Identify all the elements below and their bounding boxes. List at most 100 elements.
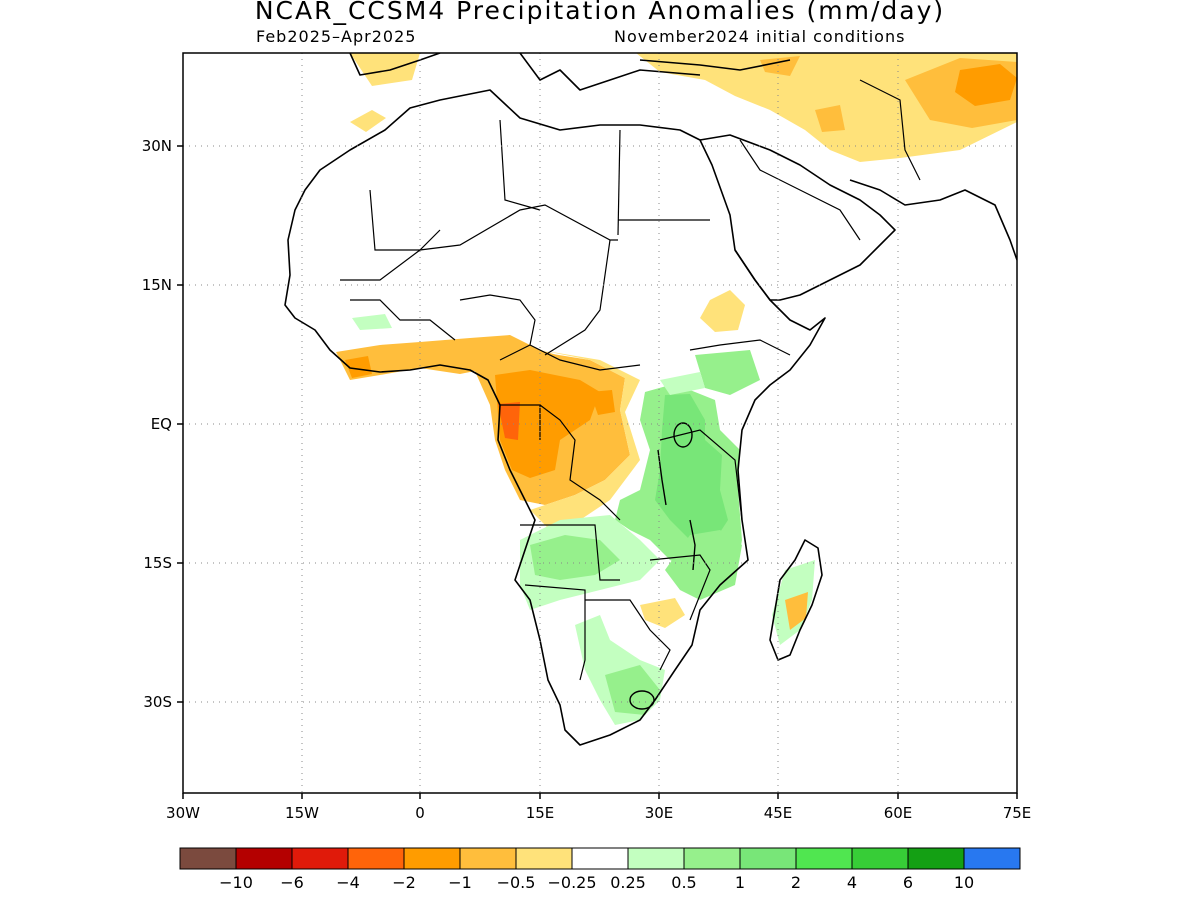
colorbar-label-p05: 0.5: [671, 873, 696, 892]
lon-label-30w: 30W: [166, 804, 200, 822]
anomaly-turkey-dry: [760, 56, 800, 76]
anomaly-ethiopia-wet: [695, 350, 760, 395]
anomaly-ethiopia-dry: [700, 290, 745, 332]
colorbar-label-m1: −1: [448, 873, 472, 892]
colorbar-swatch: [851, 847, 909, 870]
border-chad-sudan: [544, 239, 611, 356]
arabia-coastline: [699, 134, 896, 301]
map-title: NCAR_CCSM4 Precipitation Anomalies (mm/d…: [254, 0, 946, 25]
anomaly-westafrica-dry: [336, 335, 560, 380]
colorbar-label-m10: −10: [219, 873, 253, 892]
lat-label-15s: 15S: [143, 554, 172, 572]
lon-label-60e: 60E: [884, 804, 913, 822]
colorbar-label-m025: −0.25: [547, 873, 596, 892]
colorbar-label-p6: 6: [903, 873, 913, 892]
colorbar-label-m4: −4: [336, 873, 360, 892]
anomaly-southafrica-wetter: [605, 665, 660, 715]
lon-label-30e: 30E: [645, 804, 674, 822]
colorbar-label-m2: −2: [392, 873, 416, 892]
border-ethiopia: [689, 339, 791, 356]
border-saudi: [739, 139, 861, 241]
country-borders: [340, 79, 921, 681]
colorbar-label-m6: −6: [280, 873, 304, 892]
lake-victoria: [673, 422, 693, 448]
border-namibia: [524, 584, 586, 681]
colorbar-swatch: [907, 847, 965, 870]
colorbar-swatch: [627, 847, 685, 870]
anomaly-iraq-dry: [815, 105, 845, 132]
colorbar-swatch: [459, 847, 517, 870]
colorbar-swatch: [739, 847, 797, 870]
anomaly-mediterranean-dry: [350, 53, 420, 86]
colorbar-swatch: [347, 847, 405, 870]
anomaly-central-outer-dry: [530, 350, 640, 530]
anomaly-eastafrica-wetter: [655, 394, 728, 540]
colorbar-swatch: [291, 847, 349, 870]
lesotho: [629, 690, 655, 710]
graticule: [183, 53, 1017, 793]
colorbar-swatch: [963, 847, 1021, 870]
colorbar-label-p025: 0.25: [610, 873, 646, 892]
initial-conditions: November2024 initial conditions: [614, 27, 906, 46]
lake-tanganyika: [657, 449, 667, 506]
lon-label-75e: 75E: [1003, 804, 1032, 822]
europe-coast: [349, 53, 441, 76]
anomaly-iran-drier: [955, 64, 1017, 106]
colorbar-labels: −10 −6 −4 −2 −1 −0.5 −0.25 0.25 0.5 1 2 …: [219, 873, 974, 892]
italy-greece-coast: [519, 53, 701, 91]
lat-label-eq: EQ: [151, 415, 172, 433]
colorbar-label-p4: 4: [847, 873, 857, 892]
anomaly-botswana-dry: [640, 598, 685, 628]
lat-label-30n: 30N: [142, 137, 172, 155]
border-algeria-libya: [499, 119, 541, 211]
border-congo: [500, 404, 541, 440]
anomaly-liberia-drier: [345, 356, 372, 378]
border-angola-zambia: [520, 524, 620, 581]
africa-coastline: [284, 89, 826, 746]
border-libya-egypt: [617, 129, 621, 236]
colorbar-swatch: [515, 847, 573, 870]
lakes: [629, 422, 696, 710]
border-nigeria: [459, 294, 536, 361]
anomaly-madagascar-dry: [785, 592, 808, 630]
border-iran: [859, 79, 921, 181]
border-tanzania: [659, 429, 743, 521]
lon-label-15e: 15E: [526, 804, 555, 822]
anomaly-westafrica-wet: [352, 314, 392, 330]
anomaly-drc-drier: [590, 390, 615, 415]
colorbar: [179, 847, 1021, 870]
colorbar-label-p2: 2: [791, 873, 801, 892]
persian-gulf-coast: [849, 179, 1017, 261]
border-botswana: [585, 599, 671, 671]
anomaly-sudan-wet: [660, 372, 705, 395]
colorbar-swatch: [571, 847, 629, 870]
border-westafrica: [350, 299, 456, 341]
lon-label-0: 0: [415, 804, 425, 822]
tick-marks: [177, 145, 1018, 799]
lat-label-30s: 30S: [143, 693, 172, 711]
colorbar-label-p1: 1: [735, 873, 745, 892]
anomaly-gabon-drier: [495, 370, 600, 478]
border-cameroon-car: [529, 344, 641, 371]
border-sahel: [340, 204, 618, 281]
map-frame: [182, 52, 1018, 794]
border-mali: [369, 189, 441, 251]
lat-label-15n: 15N: [142, 276, 172, 294]
colorbar-label-m05: −0.5: [497, 873, 536, 892]
colorbar-swatch: [683, 847, 741, 870]
border-drc: [539, 404, 621, 521]
colorbar-label-p10: 10: [954, 873, 974, 892]
anomaly-shading: [336, 53, 1017, 725]
coastlines: [284, 53, 1017, 746]
lake-malawi: [689, 519, 696, 571]
turkey-coast: [639, 59, 791, 71]
colorbar-swatch: [179, 847, 237, 870]
lon-label-45e: 45E: [764, 804, 793, 822]
forecast-period: Feb2025–Apr2025: [256, 27, 417, 46]
colorbar-swatch: [795, 847, 853, 870]
madagascar-coastline: [769, 539, 823, 661]
colorbar-swatch: [235, 847, 293, 870]
anomaly-morocco-dry: [350, 110, 386, 132]
colorbar-swatch: [403, 847, 461, 870]
